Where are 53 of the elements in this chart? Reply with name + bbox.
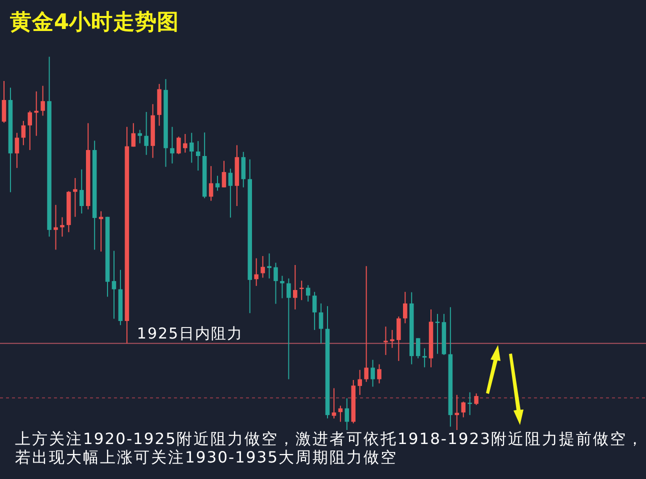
candlestick [306,284,310,302]
candlestick [60,216,64,238]
candlestick [468,392,472,416]
candlestick [54,204,58,250]
candlestick [332,388,336,419]
text: 若出现大幅上涨可关注1930-1935大周期阻力做空 [15,448,398,466]
candlestick [318,302,324,344]
candlestick [461,401,466,418]
candlestick [138,129,142,144]
candlestick [370,359,375,388]
candlestick [2,80,6,124]
candlestick [312,291,317,330]
ref-line-label: 1925日内阻力 [136,324,244,342]
candlestick [28,110,32,151]
candlestick [40,85,45,116]
candlestick [474,392,478,406]
candlestick [144,111,148,156]
candlestick [377,364,382,384]
candlestick [422,348,427,368]
candlestick [241,151,246,188]
candlestick [208,166,214,202]
candlestick [293,264,298,310]
candlestick [267,252,272,279]
candlestick [435,313,440,354]
candlestick [254,258,258,286]
candlestick [358,369,362,396]
candlestick [176,136,181,155]
candlestick [14,132,20,168]
candlestick [170,126,174,164]
candlestick [403,291,408,324]
annotation: 上方关注1920-1925附近阻力做空，激进者可依托1918-1923附近阻力提前做空， [15,430,644,448]
candlestick [364,266,368,382]
candlestick [384,326,388,356]
candlestick [189,132,194,164]
chart-title: 黄金4小时走势图 [9,10,179,35]
candlestick [196,140,200,172]
candlestick [183,133,188,154]
candlestick [222,160,226,188]
candlestick [344,398,350,430]
candlestick [274,262,278,304]
candlestick [131,122,136,148]
candlestick [286,278,291,380]
candlestick [215,175,220,192]
candlestick [73,178,78,218]
candlestick [21,120,26,146]
candlestick [260,256,265,278]
candlestick [396,316,401,362]
candlestick [80,168,84,214]
candlestick [112,250,116,320]
candlestick [416,338,420,359]
candlestick [228,168,233,218]
candlestick [299,280,304,301]
candlestick [280,275,284,299]
